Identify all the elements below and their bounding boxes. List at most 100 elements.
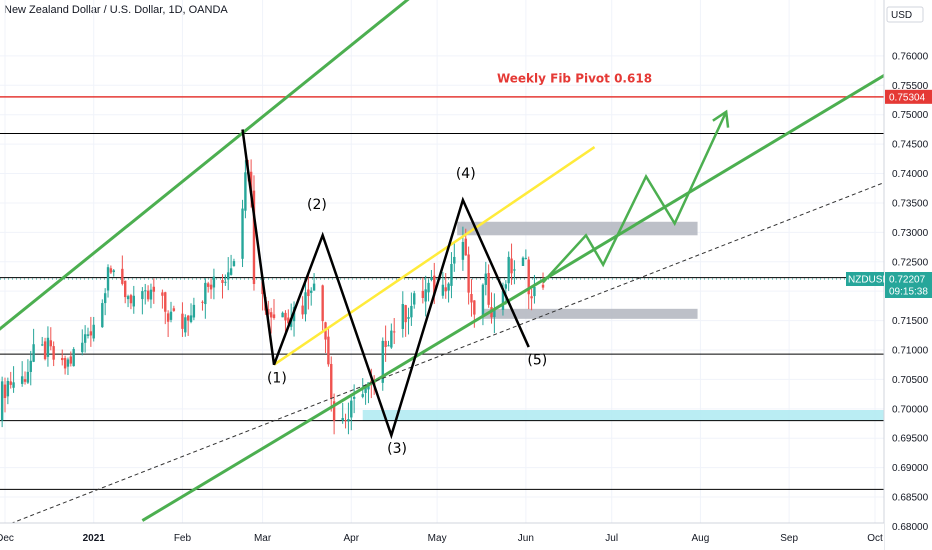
y-tick-label: 0.75500 [892,81,929,92]
candle-body [507,256,510,284]
projection-path[interactable] [542,111,728,284]
wave-label: (4) [456,166,476,182]
x-tick-label: Sep [780,533,798,544]
channel-line-upper[interactable] [0,0,480,362]
x-tick-label: Dec [0,533,14,544]
candle-body [450,263,453,286]
candle-body [252,190,256,284]
candle-body [6,380,10,397]
candle-body [310,290,313,293]
candle-body [206,283,210,287]
candle-body [541,284,545,288]
channel-line-lower[interactable] [141,69,893,522]
candle-body [347,419,350,422]
candle-body [352,396,356,399]
chart-title: New Zealand Dollar / U.S. Dollar, 1D, OA… [4,4,228,16]
candle-body [26,371,30,383]
candle-body [381,340,384,383]
y-tick-label: 0.68000 [892,522,929,533]
candle-body [527,259,530,295]
elliott-wave-path[interactable] [241,129,530,440]
candle-body [267,308,270,315]
candle-body [530,296,533,299]
candle-body [344,420,347,422]
candle-body [387,345,390,347]
candle-body [287,317,290,324]
candle-body [467,254,470,293]
candle-body [350,400,353,418]
candle-body [109,268,113,273]
symbol-badge [846,272,884,286]
candle-body [307,289,310,297]
candle-body [327,336,330,365]
candle-body [221,280,224,283]
candle-body [513,269,516,271]
yellow-trendline[interactable] [273,146,596,366]
candle-body [144,290,147,292]
candle-body [464,238,467,256]
candle-body [484,273,487,285]
candle-body [164,292,167,312]
candle-body [0,381,4,421]
candle-body [103,293,107,304]
x-tick-label: Mar [254,533,272,544]
x-tick-label: Feb [174,533,192,544]
candle-body [192,304,196,318]
y-tick-label: 0.71500 [892,316,929,327]
wave-label: (2) [307,197,327,213]
candle-body [132,295,135,307]
candle-body [229,268,233,275]
currency-label: USD [891,10,912,21]
candle-body [61,357,64,361]
candle-body [227,272,230,280]
candle-body [141,291,144,300]
candle-body [284,312,287,321]
fib-price-badge [885,89,932,104]
candle-body [361,394,364,397]
y-tick-label: 0.76000 [892,51,929,62]
candle-body [404,305,407,323]
candle-body [364,386,367,393]
x-tick-label: Jul [605,533,618,544]
candle-body [181,313,184,329]
candle-body [169,311,173,320]
candle-body [49,340,52,347]
last-price-text: 0.72207 [889,275,926,286]
candle-body [410,305,413,318]
candle-body [123,280,127,298]
candle-body [461,241,465,260]
candle-body [23,379,27,382]
candle-body [444,287,447,292]
x-tick-label: 2021 [83,533,106,544]
candle-body [12,382,15,388]
candle-body [112,270,115,273]
candle-body [533,286,536,297]
candle-body [126,296,130,300]
dashed-trendline[interactable] [10,178,893,524]
y-tick-label: 0.74000 [892,169,929,180]
candle-body [232,261,236,267]
candle-body [43,341,47,360]
candle-body [413,293,416,305]
zone-box [482,308,698,319]
zone-box [457,221,698,236]
candle-body [433,275,436,296]
candle-body [161,292,164,296]
candle-body [330,363,333,399]
candle-body [407,317,410,319]
candle-body [152,286,156,292]
candle-body [69,356,73,364]
candle-body [470,294,473,303]
candle-body [501,291,505,310]
x-tick-label: Oct [867,533,883,544]
candle-body [52,346,55,360]
candle-body [269,312,273,318]
candle-body [20,376,24,384]
candle-body [129,295,133,304]
last-price-badge [885,272,932,298]
candle-body [9,381,12,385]
candle-body [441,284,445,296]
fib-pivot-label: Weekly Fib Pivot 0.618 [497,71,652,85]
candle-body [304,292,307,315]
